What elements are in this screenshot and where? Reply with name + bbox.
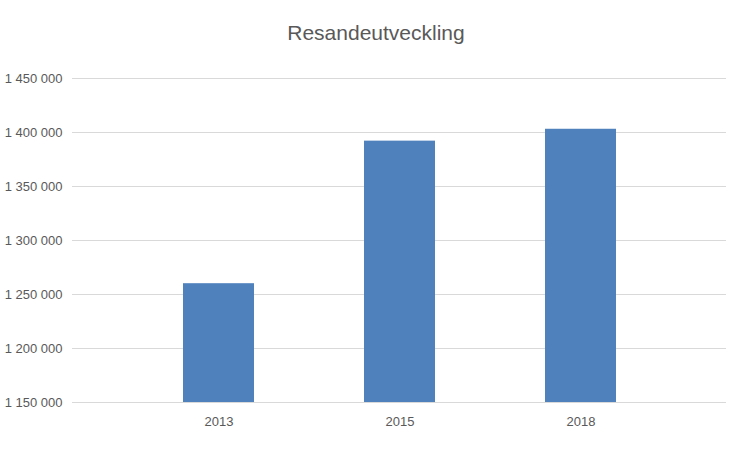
svg-text:1 200 000: 1 200 000 xyxy=(5,341,63,356)
svg-text:1 150 000: 1 150 000 xyxy=(5,395,63,410)
svg-text:1 450 000: 1 450 000 xyxy=(5,71,63,86)
svg-text:1 400 000: 1 400 000 xyxy=(5,125,63,140)
svg-text:1 350 000: 1 350 000 xyxy=(5,179,63,194)
svg-text:1 250 000: 1 250 000 xyxy=(5,287,63,302)
html-text:Resandeutveckling: Resandeutveckling xyxy=(287,21,465,44)
svg-text:1 300 000: 1 300 000 xyxy=(5,233,63,248)
svg-text:2013: 2013 xyxy=(205,414,234,429)
svg-text:2015: 2015 xyxy=(386,414,415,429)
svg-text:2018: 2018 xyxy=(567,414,596,429)
